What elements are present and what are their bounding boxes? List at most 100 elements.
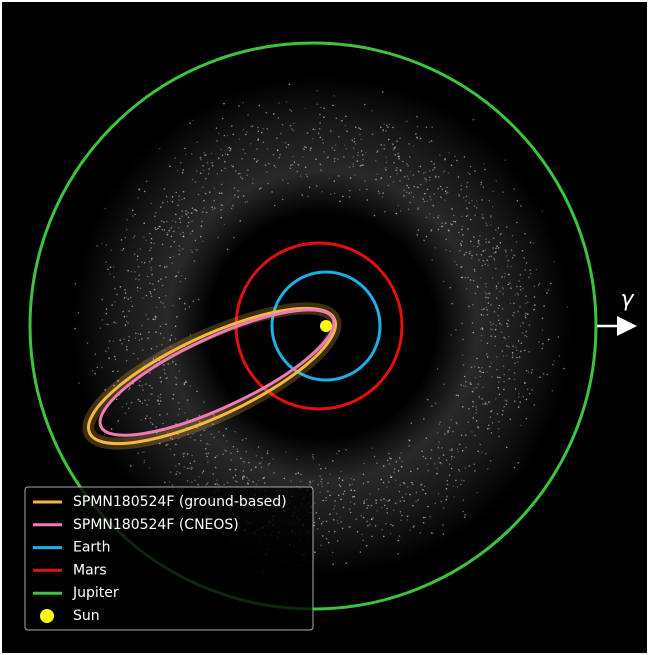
asteroid [132, 352, 135, 355]
asteroid [170, 227, 172, 230]
asteroid [380, 144, 383, 146]
asteroid [243, 476, 246, 478]
asteroid [355, 518, 358, 520]
asteroid [158, 296, 160, 299]
asteroid [194, 479, 196, 482]
asteroid [363, 462, 365, 465]
asteroid [145, 383, 147, 386]
asteroid [475, 408, 478, 411]
asteroid [481, 217, 484, 220]
asteroid [541, 347, 543, 350]
asteroid [199, 172, 202, 175]
asteroid [445, 459, 448, 462]
asteroid [319, 122, 322, 124]
asteroid [246, 174, 249, 177]
asteroid [236, 448, 239, 451]
asteroid [497, 319, 500, 322]
asteroid [432, 216, 435, 219]
asteroid [345, 148, 348, 150]
asteroid [319, 491, 322, 494]
asteroid [107, 268, 109, 271]
asteroid [465, 251, 468, 254]
asteroid [91, 370, 94, 372]
asteroid [345, 449, 347, 451]
asteroid [190, 468, 193, 470]
asteroid [387, 138, 390, 141]
asteroid [175, 275, 178, 277]
asteroid [374, 525, 377, 527]
asteroid [400, 452, 403, 454]
asteroid [444, 190, 447, 193]
asteroid [250, 469, 253, 471]
asteroid [187, 221, 190, 224]
asteroid [489, 365, 491, 368]
meteoroid-orbits [82, 302, 342, 450]
asteroid [172, 393, 175, 396]
asteroid [321, 190, 323, 193]
asteroid [535, 268, 538, 271]
asteroid [135, 332, 137, 335]
asteroid [216, 455, 218, 457]
sun [320, 320, 332, 332]
asteroid [412, 483, 414, 486]
asteroid [467, 214, 469, 217]
asteroid [186, 225, 189, 227]
asteroid [551, 390, 554, 392]
asteroid [488, 199, 491, 202]
asteroid [399, 511, 402, 513]
asteroid [316, 103, 319, 105]
asteroid [166, 413, 169, 415]
asteroid [171, 484, 174, 486]
asteroid [124, 236, 127, 239]
asteroid [417, 499, 420, 501]
asteroid [358, 188, 361, 191]
asteroid [500, 331, 503, 333]
asteroid [363, 502, 366, 505]
asteroid [189, 122, 191, 125]
asteroid [127, 310, 130, 312]
asteroid [114, 287, 116, 290]
asteroid [525, 302, 527, 305]
asteroid [174, 221, 177, 223]
asteroid [448, 474, 451, 476]
asteroid [423, 200, 426, 203]
asteroid [296, 458, 298, 461]
asteroid [321, 478, 323, 480]
asteroid [399, 484, 402, 486]
asteroid [170, 334, 173, 337]
asteroid [194, 209, 197, 211]
asteroid [382, 129, 385, 131]
asteroid [169, 448, 171, 450]
asteroid [385, 130, 387, 132]
asteroid [456, 263, 458, 266]
asteroid [333, 95, 335, 97]
asteroid [180, 274, 183, 277]
asteroid [196, 249, 198, 251]
asteroid [425, 126, 428, 128]
asteroid [217, 236, 219, 239]
asteroid [451, 302, 454, 305]
asteroid [419, 165, 422, 168]
asteroid [86, 342, 89, 344]
asteroid [336, 519, 339, 522]
asteroid [150, 269, 153, 271]
asteroid [327, 541, 330, 544]
asteroid [348, 526, 350, 528]
asteroid [262, 127, 265, 130]
asteroid [159, 325, 162, 328]
asteroid [442, 524, 444, 526]
asteroid [139, 400, 141, 403]
asteroid [496, 368, 498, 371]
asteroid [297, 164, 300, 166]
asteroid [233, 187, 236, 189]
asteroid [114, 355, 116, 358]
asteroid [496, 245, 498, 247]
asteroid [412, 504, 414, 507]
asteroid [138, 278, 140, 281]
asteroid [461, 449, 464, 452]
asteroid [234, 474, 237, 477]
asteroid [173, 241, 176, 243]
asteroid [276, 149, 279, 151]
asteroid [128, 310, 131, 313]
asteroid [396, 173, 398, 175]
